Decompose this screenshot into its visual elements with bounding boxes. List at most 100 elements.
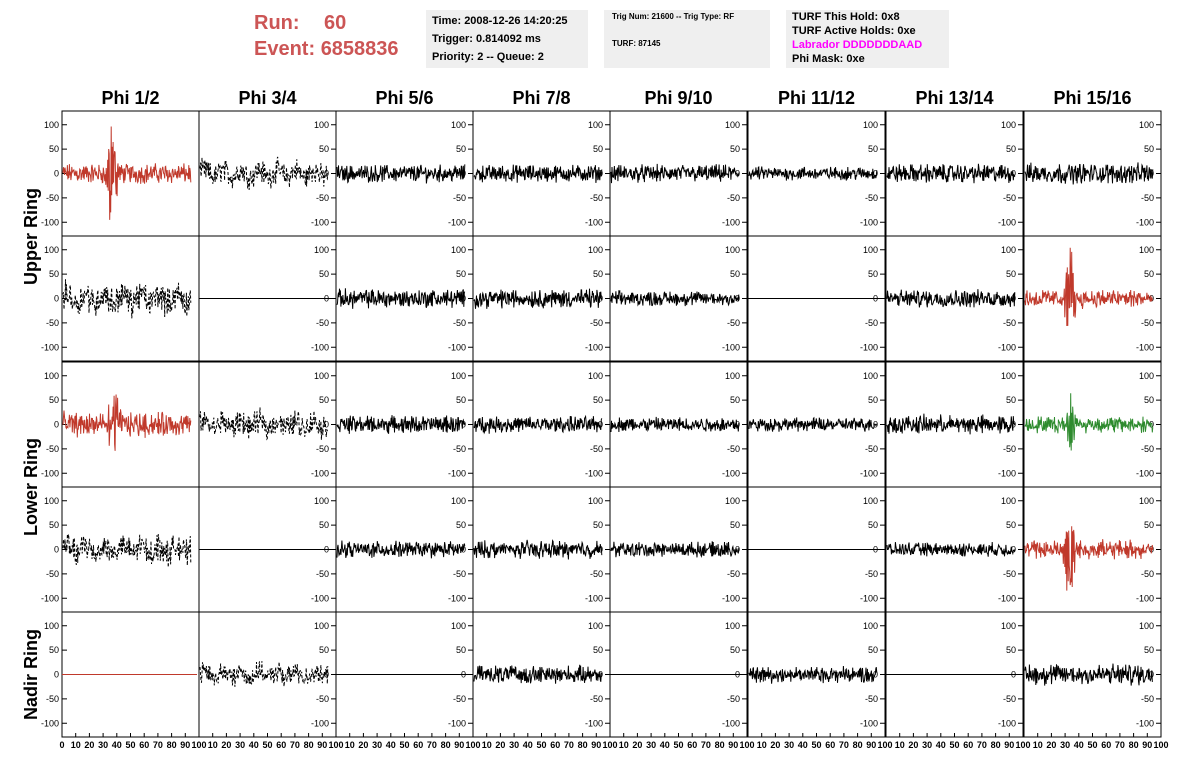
y-tick-label: -100 bbox=[448, 217, 466, 227]
y-tick-label: 0 bbox=[54, 420, 59, 430]
x-tick-label: 40 bbox=[798, 740, 808, 750]
waveform-trace bbox=[62, 533, 192, 568]
y-tick-label: 50 bbox=[49, 269, 59, 279]
y-tick-label: 50 bbox=[456, 395, 466, 405]
y-tick-label: 0 bbox=[54, 670, 59, 680]
x-tick-label: 60 bbox=[550, 740, 560, 750]
y-tick-label: -100 bbox=[448, 468, 466, 478]
waveform-trace bbox=[886, 541, 1016, 557]
y-tick-label: -50 bbox=[46, 318, 59, 328]
y-tick-label: 50 bbox=[319, 269, 329, 279]
y-tick-label: 100 bbox=[1001, 245, 1016, 255]
x-tick-label: 30 bbox=[509, 740, 519, 750]
x-tick-label: 10 bbox=[208, 740, 218, 750]
y-tick-label: 50 bbox=[730, 645, 740, 655]
y-tick-label: -50 bbox=[1003, 444, 1016, 454]
labrador-text: Labrador DDDDDDDAAD bbox=[792, 39, 923, 51]
y-tick-label: -50 bbox=[453, 318, 466, 328]
y-tick-label: -50 bbox=[46, 444, 59, 454]
y-tick-label: 50 bbox=[868, 144, 878, 154]
x-tick-label: 50 bbox=[399, 740, 409, 750]
x-tick-label: 20 bbox=[1046, 740, 1056, 750]
waveform-trace bbox=[886, 163, 1016, 184]
y-tick-label: -50 bbox=[590, 694, 603, 704]
y-tick-label: 100 bbox=[1139, 371, 1154, 381]
y-tick-label: -50 bbox=[590, 318, 603, 328]
y-tick-label: -100 bbox=[860, 468, 878, 478]
y-tick-label: 50 bbox=[593, 269, 603, 279]
y-tick-label: -100 bbox=[722, 468, 740, 478]
waveform-trace bbox=[473, 539, 603, 560]
x-tick-label: 60 bbox=[139, 740, 149, 750]
column-header: Phi 13/14 bbox=[915, 88, 993, 108]
event-label: Event: bbox=[254, 38, 316, 60]
y-tick-label: -50 bbox=[1003, 694, 1016, 704]
y-tick-label: -100 bbox=[998, 718, 1016, 728]
y-tick-label: -50 bbox=[46, 694, 59, 704]
y-tick-label: -50 bbox=[316, 569, 329, 579]
y-tick-label: 100 bbox=[314, 496, 329, 506]
y-tick-label: -100 bbox=[311, 593, 329, 603]
y-tick-label: -50 bbox=[727, 569, 740, 579]
x-tick-label: 20 bbox=[358, 740, 368, 750]
waveform-trace bbox=[199, 156, 329, 190]
y-tick-label: 100 bbox=[588, 245, 603, 255]
ring-label: Upper Ring bbox=[21, 188, 41, 285]
y-tick-label: -100 bbox=[41, 217, 59, 227]
turf-text: TURF: 87145 bbox=[612, 39, 661, 48]
x-tick-label: 60 bbox=[1101, 740, 1111, 750]
x-tick-label: 20 bbox=[632, 740, 642, 750]
y-tick-label: 50 bbox=[319, 645, 329, 655]
y-tick-label: -100 bbox=[1136, 342, 1154, 352]
y-tick-label: 50 bbox=[1006, 269, 1016, 279]
y-tick-label: -50 bbox=[865, 694, 878, 704]
y-tick-label: 50 bbox=[730, 269, 740, 279]
x-tick-label: 60 bbox=[413, 740, 423, 750]
y-tick-label: 0 bbox=[54, 169, 59, 179]
y-tick-label: -50 bbox=[727, 193, 740, 203]
x-tick-label: 30 bbox=[646, 740, 656, 750]
y-tick-label: 50 bbox=[1006, 395, 1016, 405]
y-tick-label: -100 bbox=[722, 342, 740, 352]
y-tick-label: 100 bbox=[314, 120, 329, 130]
x-tick-label: 100 bbox=[191, 740, 206, 750]
y-tick-label: 0 bbox=[54, 294, 59, 304]
y-tick-label: 50 bbox=[868, 520, 878, 530]
y-tick-label: -100 bbox=[448, 718, 466, 728]
y-tick-label: -50 bbox=[865, 569, 878, 579]
y-tick-label: 100 bbox=[451, 371, 466, 381]
y-tick-label: -50 bbox=[453, 193, 466, 203]
y-tick-label: 100 bbox=[314, 621, 329, 631]
waveform-trace bbox=[473, 288, 603, 309]
y-tick-label: -100 bbox=[1136, 718, 1154, 728]
waveform-trace bbox=[1024, 393, 1154, 451]
x-tick-label: 80 bbox=[991, 740, 1001, 750]
waveform-trace bbox=[610, 289, 740, 307]
column-header: Phi 11/12 bbox=[778, 88, 855, 108]
y-tick-label: 50 bbox=[593, 645, 603, 655]
y-tick-label: 0 bbox=[1011, 169, 1016, 179]
y-tick-label: 100 bbox=[588, 496, 603, 506]
x-tick-label: 80 bbox=[304, 740, 314, 750]
y-tick-label: -100 bbox=[722, 718, 740, 728]
y-tick-label: 100 bbox=[1139, 621, 1154, 631]
y-tick-label: 0 bbox=[873, 169, 878, 179]
x-tick-label: 70 bbox=[564, 740, 574, 750]
x-tick-label: 60 bbox=[687, 740, 697, 750]
x-tick-label: 100 bbox=[1015, 740, 1030, 750]
column-header: Phi 3/4 bbox=[238, 88, 296, 108]
y-tick-label: -50 bbox=[1003, 569, 1016, 579]
x-tick-label: 70 bbox=[153, 740, 163, 750]
x-tick-label: 40 bbox=[249, 740, 259, 750]
y-tick-label: 100 bbox=[1001, 621, 1016, 631]
